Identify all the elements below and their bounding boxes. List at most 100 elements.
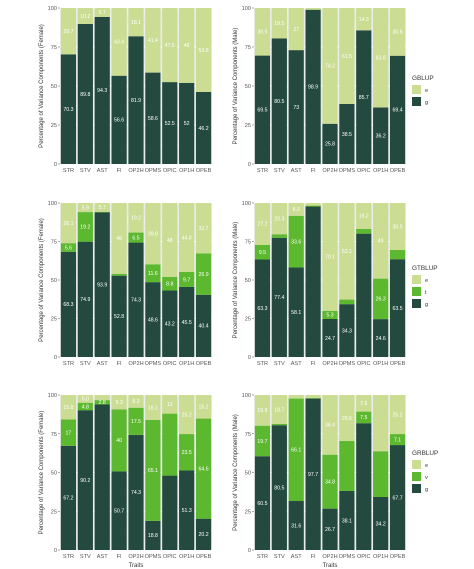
bar-segment-t bbox=[128, 232, 144, 243]
data-label: 48.6 bbox=[148, 317, 158, 323]
data-label: 74.9 bbox=[80, 297, 90, 303]
bar-segment-e bbox=[179, 8, 195, 83]
legend-label: v bbox=[425, 475, 428, 481]
bar-segment-e bbox=[322, 8, 338, 124]
data-label: 50.7 bbox=[114, 509, 124, 515]
bar-segment-g bbox=[322, 123, 338, 164]
data-label: 7.6 bbox=[360, 401, 367, 407]
data-label: 25.2 bbox=[182, 412, 192, 418]
data-label: 85.7 bbox=[359, 95, 369, 101]
x-tick-label: OP1H bbox=[179, 361, 194, 367]
y-tick-label: 100 bbox=[48, 201, 57, 207]
bar-segment-e bbox=[254, 203, 271, 245]
bar-segment-t bbox=[179, 271, 195, 287]
y-tick-label: 0 bbox=[54, 548, 57, 554]
data-label: 10.2 bbox=[80, 14, 90, 20]
x-tick-label: OP1H bbox=[373, 168, 388, 174]
bar-segment-g bbox=[389, 445, 406, 550]
data-label: 9.5 bbox=[259, 250, 266, 256]
data-label: 25.2 bbox=[393, 412, 403, 418]
bar-segment-e bbox=[60, 8, 77, 55]
x-tick-label: OPMS bbox=[145, 554, 162, 560]
data-label: 90.2 bbox=[80, 478, 90, 484]
y-tick-label: 100 bbox=[242, 393, 251, 399]
data-label: 24.6 bbox=[376, 336, 386, 342]
data-label: 11.6 bbox=[148, 271, 158, 277]
bar-segment-e bbox=[389, 8, 406, 56]
data-label: 19.2 bbox=[131, 216, 141, 222]
data-label: 16.2 bbox=[359, 214, 369, 220]
data-label: 18.7 bbox=[274, 407, 284, 413]
bar-segment-g bbox=[60, 54, 77, 164]
data-label: 23.5 bbox=[182, 450, 192, 456]
legend-label: e bbox=[425, 463, 428, 469]
legend-label: g bbox=[425, 302, 428, 308]
legend-swatch bbox=[412, 460, 421, 469]
data-label: 68.3 bbox=[63, 302, 73, 308]
bar-segment-t bbox=[111, 273, 127, 276]
x-tick-label: OPEB bbox=[196, 554, 212, 560]
legend-swatch bbox=[412, 97, 421, 106]
bar-segment-g bbox=[94, 404, 110, 550]
bar-segment-g bbox=[77, 410, 93, 550]
bar-segment-e bbox=[356, 8, 372, 31]
data-label: 18.8 bbox=[148, 533, 158, 539]
bar-segment-e bbox=[94, 8, 110, 17]
data-label: 5.3 bbox=[326, 313, 333, 319]
bar-segment-e bbox=[195, 395, 212, 419]
x-tick-label: OPMS bbox=[339, 554, 356, 560]
y-tick-label: 100 bbox=[48, 393, 57, 399]
bar-segment-g bbox=[179, 286, 195, 357]
data-label: 7.5 bbox=[360, 415, 367, 421]
data-label: 5.6 bbox=[65, 245, 72, 251]
x-tick-label: AST bbox=[291, 554, 302, 560]
y-tick-label: 50 bbox=[245, 278, 251, 284]
y-tick-label: 25 bbox=[51, 509, 57, 515]
bar-segment-e bbox=[60, 203, 77, 244]
x-tick-label: OPEB bbox=[390, 168, 406, 174]
data-label: 36.4 bbox=[325, 423, 335, 429]
bar-segment-g bbox=[373, 107, 389, 164]
data-label: 46 bbox=[116, 236, 122, 242]
bar-segment-g bbox=[111, 471, 127, 550]
bar-segment-e bbox=[128, 8, 144, 37]
bar-segment-t bbox=[195, 253, 212, 295]
bar-segment-g bbox=[389, 259, 406, 357]
bar-segment-e bbox=[288, 8, 304, 51]
data-label: 93.9 bbox=[97, 282, 107, 288]
bar-segment-e bbox=[288, 203, 304, 216]
y-tick-label: 75 bbox=[51, 432, 57, 438]
bar-segment-e bbox=[111, 8, 127, 76]
data-label: 36.2 bbox=[376, 134, 386, 140]
data-label: 14.3 bbox=[359, 17, 369, 23]
data-label: 18.1 bbox=[131, 20, 141, 26]
y-tick-label: 50 bbox=[51, 84, 57, 90]
y-tick-label: 75 bbox=[245, 45, 251, 51]
bar-segment-v bbox=[111, 409, 127, 472]
bar-segment-v bbox=[195, 418, 212, 519]
data-label: 2.8 bbox=[99, 400, 106, 406]
y-tick-label: 50 bbox=[51, 278, 57, 284]
legend-label: e bbox=[425, 278, 428, 284]
bar-segment-e bbox=[162, 203, 178, 277]
bar-segment-e bbox=[94, 395, 110, 401]
legend-swatch bbox=[412, 85, 421, 94]
legend-label: t bbox=[425, 290, 427, 296]
x-tick-label: OPIC bbox=[163, 361, 177, 367]
bar-segment-g bbox=[195, 91, 212, 164]
bar-segment-g bbox=[373, 319, 389, 357]
bar-segment-e bbox=[305, 203, 321, 206]
data-label: 52 bbox=[184, 121, 190, 127]
bar-segment-e bbox=[111, 395, 127, 410]
data-label: 16.1 bbox=[148, 405, 158, 411]
bar-segment-v bbox=[145, 419, 161, 521]
x-tick-label: OPMS bbox=[145, 168, 162, 174]
bar-segment-g bbox=[145, 520, 161, 550]
y-tick-label: 100 bbox=[48, 6, 57, 12]
bar-segment-g bbox=[288, 50, 304, 165]
data-label: 74.2 bbox=[325, 64, 335, 70]
y-axis-title: Percentage of Variance Components (Male) bbox=[233, 222, 239, 339]
bar-segment-g bbox=[111, 275, 127, 357]
bar-segment-g bbox=[179, 82, 195, 164]
data-label: 43.4 bbox=[114, 40, 124, 46]
